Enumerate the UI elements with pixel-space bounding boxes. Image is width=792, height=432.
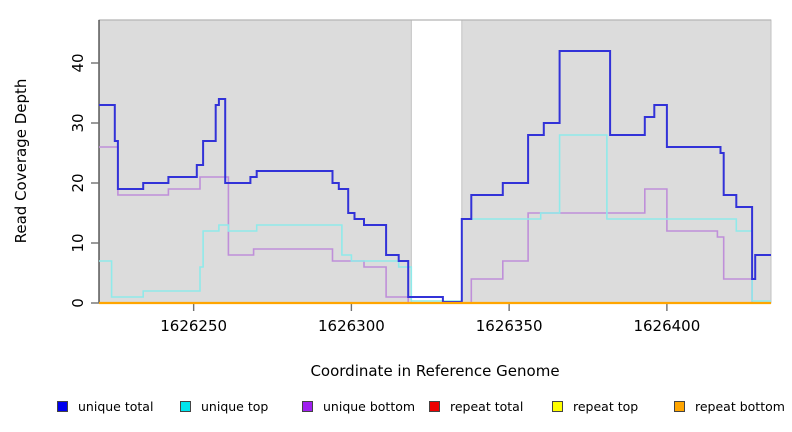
y-tick-label: 0: [69, 298, 87, 308]
legend-swatch-unique-bottom: [302, 401, 313, 412]
legend: unique total unique top unique bottom repea…: [0, 399, 792, 423]
legend-swatch-repeat-total: [429, 401, 440, 412]
x-tick-label: 1626300: [318, 317, 385, 335]
series-line-unique-total: [99, 50, 771, 303]
legend-item-unique-total: unique total: [57, 399, 153, 414]
panel-right: [461, 19, 772, 304]
x-tick-label: 1626350: [476, 317, 543, 335]
x-tick-label: 1626400: [633, 317, 700, 335]
legend-label: unique bottom: [323, 399, 416, 414]
x-tick-label: 1626250: [160, 317, 227, 335]
legend-label: repeat total: [450, 399, 524, 414]
panel-left: [98, 19, 412, 304]
y-tick-label: 40: [69, 53, 87, 72]
y-tick-label: 20: [69, 173, 87, 192]
series-line-unique-top: [99, 134, 771, 302]
legend-item-unique-top: unique top: [180, 399, 268, 414]
legend-label: repeat bottom: [695, 399, 785, 414]
legend-item-unique-bottom: unique bottom: [302, 399, 415, 414]
legend-swatch-repeat-bottom: [674, 401, 685, 412]
legend-label: repeat top: [573, 399, 639, 414]
series-line-unique-bottom: [99, 146, 771, 304]
legend-label: unique top: [201, 399, 269, 414]
y-axis-title: Read Coverage Depth: [12, 78, 30, 244]
legend-swatch-repeat-top: [552, 401, 563, 412]
legend-item-repeat-total: repeat total: [429, 399, 523, 414]
y-tick-label: 10: [69, 233, 87, 252]
legend-label: unique total: [78, 399, 154, 414]
y-tick-label: 30: [69, 113, 87, 132]
x-axis-title: Coordinate in Reference Genome: [310, 362, 560, 380]
legend-item-repeat-bottom: repeat bottom: [674, 399, 785, 414]
legend-item-repeat-top: repeat top: [552, 399, 638, 414]
legend-swatch-unique-total: [57, 401, 68, 412]
legend-swatch-unique-top: [180, 401, 191, 412]
